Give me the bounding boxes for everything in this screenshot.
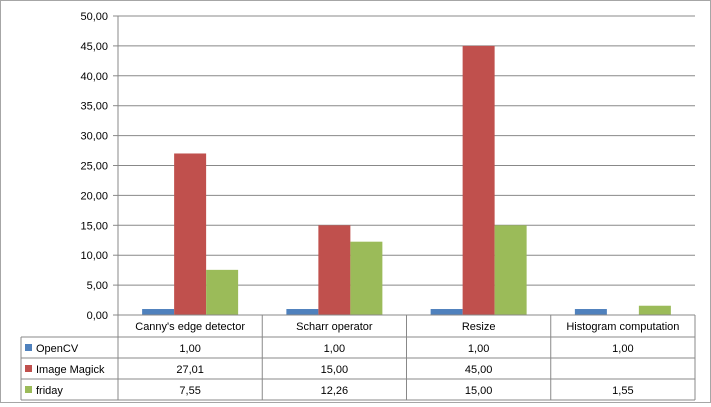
- y-tick-label: 45,00: [80, 41, 108, 53]
- data-label: 1,55: [612, 385, 633, 397]
- data-label: 1,00: [324, 343, 345, 355]
- data-label: 15,00: [465, 385, 493, 397]
- bar-opencv: [430, 309, 463, 315]
- data-label: 7,55: [179, 385, 200, 397]
- y-tick-label: 50,00: [80, 11, 108, 23]
- bar-image-magick: [174, 153, 207, 315]
- y-tick-label: 30,00: [80, 131, 108, 143]
- y-tick-label: 5,00: [87, 280, 108, 292]
- bar-friday: [206, 269, 239, 315]
- data-label: 45,00: [465, 364, 493, 376]
- bar-opencv: [574, 309, 607, 315]
- y-tick-label: 35,00: [80, 101, 108, 113]
- category-label: Resize: [462, 321, 496, 333]
- bar-friday: [350, 241, 383, 315]
- data-label: 1,00: [468, 343, 489, 355]
- bar-image-magick: [462, 45, 495, 316]
- bar-opencv: [142, 309, 175, 315]
- bar-image-magick: [318, 225, 351, 315]
- bars: [142, 45, 671, 316]
- y-tick-label: 15,00: [80, 220, 108, 232]
- y-tick-label: 0,00: [87, 310, 108, 322]
- legend-swatch: [25, 365, 32, 372]
- legend-label: OpenCV: [36, 343, 79, 355]
- data-label: 1,00: [612, 343, 633, 355]
- category-label: Scharr operator: [296, 321, 373, 333]
- data-table: Canny's edge detector Scharr operator Resi…: [20, 314, 696, 401]
- bar-friday: [494, 225, 527, 315]
- category-label: Canny's edge detector: [135, 321, 245, 333]
- category-label: Histogram computation: [566, 321, 679, 333]
- data-label: 15,00: [321, 364, 349, 376]
- legend-label: Image Magick: [36, 364, 105, 376]
- data-label: 12,26: [321, 385, 349, 397]
- legend-swatch: [25, 386, 32, 393]
- bar-friday: [638, 305, 671, 315]
- y-tick-label: 10,00: [80, 250, 108, 262]
- y-tick-label: 20,00: [80, 190, 108, 202]
- bar-opencv: [286, 309, 319, 315]
- data-label: 1,00: [179, 343, 200, 355]
- y-tick-label: 25,00: [80, 161, 108, 173]
- data-label: 27,01: [176, 364, 204, 376]
- y-axis-tick-labels: 0,00 5,00 10,00 15,00 20,00 25,00 30,00 35,00 40…: [80, 11, 108, 322]
- legend-label: friday: [36, 385, 63, 397]
- y-tick-label: 40,00: [80, 71, 108, 83]
- legend-swatch: [25, 344, 32, 351]
